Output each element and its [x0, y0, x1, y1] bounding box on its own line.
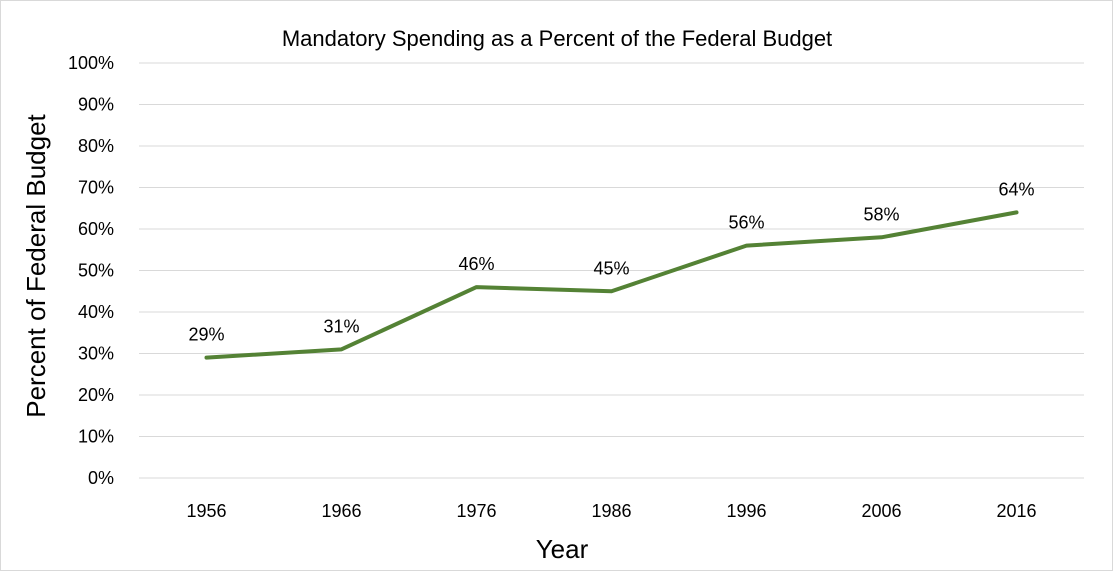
x-tick-label: 1976	[456, 501, 496, 521]
y-axis-label: Percent of Federal Budget	[21, 113, 51, 417]
data-label: 45%	[593, 258, 629, 278]
y-tick-label: 80%	[78, 136, 114, 156]
y-tick-label: 70%	[78, 178, 114, 198]
data-label: 29%	[188, 325, 224, 345]
y-tick-label: 100%	[68, 53, 114, 73]
data-labels: 29% 31% 46% 45% 56% 58% 64%	[188, 179, 1034, 357]
data-label: 64%	[998, 179, 1034, 199]
y-axis-ticks: 0% 10% 20% 30% 40% 50% 60% 70% 80% 90% 100%	[68, 53, 114, 488]
chart-title: Mandatory Spending as a Percent of the F…	[282, 26, 832, 51]
y-tick-label: 20%	[78, 385, 114, 405]
data-label: 31%	[323, 316, 359, 336]
data-label: 56%	[728, 213, 764, 233]
y-tick-label: 30%	[78, 344, 114, 364]
y-tick-label: 50%	[78, 261, 114, 281]
y-tick-label: 90%	[78, 95, 114, 115]
y-tick-label: 40%	[78, 302, 114, 322]
y-tick-label: 60%	[78, 219, 114, 239]
data-label: 58%	[863, 204, 899, 224]
x-tick-label: 1986	[591, 501, 631, 521]
x-tick-label: 1956	[186, 501, 226, 521]
y-tick-label: 10%	[78, 427, 114, 447]
x-tick-label: 1996	[726, 501, 766, 521]
data-label: 46%	[458, 254, 494, 274]
x-axis-ticks: 1956 1966 1976 1986 1996 2006 2016	[186, 501, 1036, 521]
x-tick-label: 2016	[996, 501, 1036, 521]
x-tick-label: 1966	[321, 501, 361, 521]
y-tick-label: 0%	[88, 468, 114, 488]
x-tick-label: 2006	[861, 501, 901, 521]
x-axis-label: Year	[536, 534, 589, 564]
